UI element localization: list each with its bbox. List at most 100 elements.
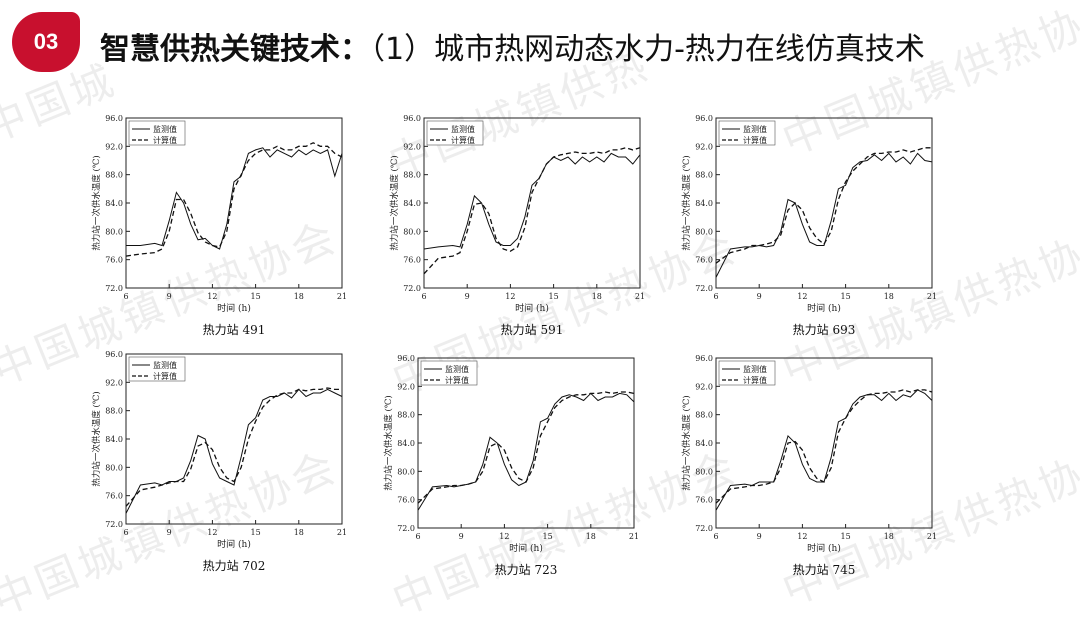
x-axis-label: 时间 (h)	[217, 538, 251, 550]
chart-svg: 72.0 76.0 80.0 84.0 88.0 92.0 96.0 6 9 12 15 18 21 监测…	[91, 350, 347, 573]
series-line-measured	[126, 147, 343, 250]
y-tick-label: 72.0	[403, 284, 421, 293]
y-tick-label: 92.0	[403, 142, 421, 151]
x-tick-label: 15	[549, 292, 559, 301]
x-tick-label: 6	[123, 292, 128, 301]
y-tick-label: 96.0	[105, 350, 123, 359]
x-tick-label: 15	[841, 532, 851, 541]
y-tick-label: 72.0	[397, 524, 415, 533]
legend-entry: 计算值	[451, 135, 475, 145]
legend-entry: 计算值	[743, 135, 767, 145]
chart-svg: 72.0 76.0 80.0 84.0 88.0 92.0 96.0 6 9 12 15 18 21 监测…	[383, 354, 639, 577]
y-tick-label: 80.0	[695, 467, 713, 476]
page-title-rest: （1）城市热网动态水力-热力在线仿真技术	[370, 32, 925, 67]
legend-entry: 计算值	[153, 371, 177, 381]
legend-box	[420, 360, 478, 386]
chart-title: 热力站 745	[793, 563, 856, 577]
chart-svg: 72.0 76.0 80.0 84.0 88.0 92.0 96.0 6 9 12 15 18 21 监测…	[389, 114, 645, 337]
x-tick-label: 6	[415, 532, 420, 541]
y-axis-label: 热力站一次供水温度 (℃)	[681, 395, 692, 490]
series-line-measured	[715, 152, 933, 278]
chart-svg: 72.0 76.0 80.0 84.0 88.0 92.0 96.0 6 9 12 15 18 21 监测…	[91, 114, 347, 337]
y-tick-label: 88.0	[695, 411, 713, 420]
x-tick-label: 9	[757, 292, 762, 301]
y-tick-label: 76.0	[397, 496, 415, 505]
chart-svg: 72.0 76.0 80.0 84.0 88.0 92.0 96.0 6 9 12 15 18 21 监测…	[681, 354, 937, 577]
legend-entry: 计算值	[445, 375, 469, 385]
y-axis-label: 热力站一次供水温度 (℃)	[91, 155, 102, 250]
legend-entry: 计算值	[743, 375, 767, 385]
x-tick-label: 12	[499, 532, 509, 541]
legend-box	[426, 120, 484, 146]
x-tick-label: 18	[884, 532, 894, 541]
y-tick-label: 76.0	[105, 256, 123, 265]
x-tick-label: 15	[251, 292, 261, 301]
x-tick-label: 12	[505, 292, 515, 301]
series-line-calculated	[423, 147, 641, 275]
x-tick-label: 21	[927, 292, 937, 301]
y-tick-label: 76.0	[403, 256, 421, 265]
series-line-measured	[417, 392, 635, 511]
y-tick-label: 72.0	[695, 284, 713, 293]
y-tick-label: 92.0	[695, 382, 713, 391]
y-axis-label: 热力站一次供水温度 (℃)	[681, 155, 692, 250]
x-tick-label: 12	[797, 532, 807, 541]
x-tick-label: 9	[167, 528, 172, 537]
y-tick-label: 76.0	[105, 492, 123, 501]
x-tick-label: 9	[459, 532, 464, 541]
chart-title: 热力站 491	[203, 323, 266, 337]
x-axis-label: 时间 (h)	[509, 542, 543, 554]
y-axis-label: 热力站一次供水温度 (℃)	[91, 391, 102, 486]
chart-panel: 72.0 76.0 80.0 84.0 88.0 92.0 96.0 6 9 12 15 18 21 监测…	[88, 348, 378, 588]
x-tick-label: 18	[884, 292, 894, 301]
y-tick-label: 92.0	[105, 378, 123, 387]
legend-entry: 监测值	[743, 124, 767, 134]
y-tick-label: 92.0	[695, 142, 713, 151]
x-tick-label: 9	[465, 292, 470, 301]
x-tick-label: 21	[337, 292, 347, 301]
legend-entry: 监测值	[743, 364, 767, 374]
y-tick-label: 88.0	[397, 411, 415, 420]
y-axis-label: 热力站一次供水温度 (℃)	[389, 155, 400, 250]
chart-panel: 72.0 76.0 80.0 84.0 88.0 92.0 96.0 6 9 12 15 18 21 监测…	[380, 352, 670, 592]
y-tick-label: 76.0	[695, 496, 713, 505]
y-tick-label: 84.0	[105, 435, 123, 444]
y-tick-label: 84.0	[695, 199, 713, 208]
series-line-calculated	[715, 389, 933, 504]
y-tick-label: 92.0	[397, 382, 415, 391]
y-tick-label: 96.0	[105, 114, 123, 123]
x-tick-label: 9	[757, 532, 762, 541]
x-tick-label: 21	[629, 532, 639, 541]
page-title: 智慧供热关键技术：（1）城市热网动态水力-热力在线仿真技术	[100, 24, 925, 68]
x-axis-label: 时间 (h)	[807, 302, 841, 314]
chart-panel: 72.0 76.0 80.0 84.0 88.0 92.0 96.0 6 9 12 15 18 21 监测…	[386, 112, 676, 352]
section-badge: 03	[12, 12, 80, 72]
y-tick-label: 80.0	[695, 227, 713, 236]
series-line-calculated	[417, 391, 635, 504]
page-title-bold: 智慧供热关键技术：	[100, 32, 370, 67]
legend-entry: 计算值	[153, 135, 177, 145]
series-line-calculated	[715, 147, 932, 264]
x-tick-label: 21	[635, 292, 645, 301]
y-tick-label: 96.0	[403, 114, 421, 123]
x-tick-label: 15	[841, 292, 851, 301]
legend-entry: 监测值	[445, 364, 469, 374]
chart-panel: 72.0 76.0 80.0 84.0 88.0 92.0 96.0 6 9 12 15 18 21 监测…	[88, 112, 378, 352]
y-tick-label: 72.0	[105, 520, 123, 529]
series-line-calculated	[125, 387, 342, 507]
x-tick-label: 21	[927, 532, 937, 541]
series-line-measured	[423, 152, 641, 250]
y-tick-label: 84.0	[695, 439, 713, 448]
series-line-measured	[715, 389, 933, 511]
chart-title: 热力站 723	[495, 563, 558, 577]
y-tick-label: 96.0	[695, 114, 713, 123]
y-tick-label: 72.0	[105, 284, 123, 293]
x-tick-label: 15	[251, 528, 261, 537]
chart-title: 热力站 591	[501, 323, 564, 337]
y-tick-label: 96.0	[695, 354, 713, 363]
series-line-measured	[125, 388, 343, 514]
